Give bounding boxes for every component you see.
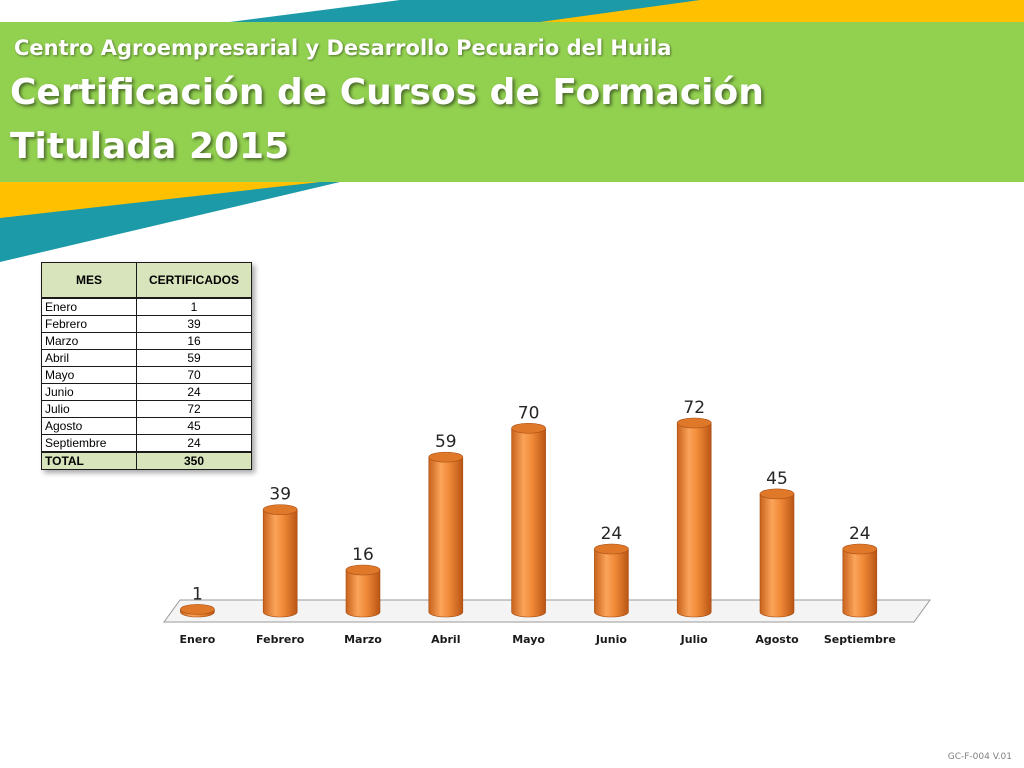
banner-green-band [0,22,1024,182]
bar-top [842,543,878,555]
table-row: Agosto 45 [41,417,252,435]
certificates-chart: 1 Enero 39 Febrero 16 Marzo 59 Abril 70 Mayo 24 Jun… [163,398,931,646]
total-value: 350 [136,451,252,470]
cell-month: Agosto [41,417,137,435]
total-label: TOTAL [41,451,137,470]
bar-junio [594,543,629,618]
table-header-row: MES CERTIFICADOS [41,262,252,299]
column-header-certificados: CERTIFICADOS [136,262,252,299]
bar-top [511,422,546,434]
cell-month: Enero [41,297,137,316]
bar-febrero [262,504,298,618]
data-label: 59 [435,432,457,452]
table-row: Junio 24 [41,383,252,401]
data-label: 70 [518,403,540,423]
table-total-row: TOTAL 350 [41,451,252,470]
table-row: Marzo 16 [41,332,252,350]
table-row: Julio 72 [41,400,252,418]
bar-body [676,422,712,618]
category-label: Marzo [344,633,382,646]
bar-julio [676,417,712,618]
category-label: Julio [680,633,708,646]
cell-month: Mayo [41,366,137,384]
column-header-mes: MES [41,262,137,299]
bar-abril [428,451,464,618]
cell-month: Julio [41,400,137,418]
data-label: 24 [849,524,871,544]
bar-body [511,427,546,618]
table-row: Abril 59 [41,349,252,367]
org-name: Centro Agroempresarial y Desarrollo Pecu… [14,36,672,60]
header-banner [0,0,1024,262]
bar-top [676,417,712,429]
cell-count: 1 [136,297,252,316]
cell-month: Septiembre [41,434,137,453]
bar-body [262,509,298,618]
data-label: 72 [683,398,705,418]
bar-body [428,456,464,618]
cell-month: Junio [41,383,137,401]
bar-septiembre [842,543,878,618]
table-row: Septiembre 24 [41,434,252,453]
banner-yellow-stripe-top [540,0,1024,22]
cell-count: 72 [136,400,252,418]
bar-top [428,451,464,463]
slide-title-line-2: Titulada 2015 [10,126,290,167]
table-row: Enero 1 [41,297,252,316]
cell-month: Marzo [41,332,137,350]
table-row: Febrero 39 [41,315,252,333]
bar-top [759,488,795,500]
category-label: Enero [180,633,216,646]
bar-top [180,604,215,615]
footer-code: GC-F-004 V.01 [947,752,1012,762]
bar-marzo [345,564,381,618]
cell-month: Febrero [41,315,137,333]
bar-body [759,493,795,618]
bar-body [345,569,381,618]
bars-layer [180,417,878,618]
cell-count: 16 [136,332,252,350]
cell-count: 45 [136,417,252,435]
cell-count: 39 [136,315,252,333]
labels-layer: 1 Enero 39 Febrero 16 Marzo 59 Abril 70 Mayo 24 Jun… [180,398,896,646]
category-label: Abril [431,633,460,646]
data-label: 45 [766,469,788,489]
bar-mayo [511,422,546,618]
slide-title-line-1: Certificación de Cursos de Formación [10,72,764,113]
bar-top [594,543,629,555]
banner-yellow-stripe-bottom [0,182,320,218]
data-label: 24 [601,524,623,544]
bar-top [262,504,298,515]
bar-agosto [759,488,795,618]
data-label: 16 [352,545,374,565]
bar-body [842,548,878,618]
bar-body [594,548,629,618]
cell-month: Abril [41,349,137,367]
bar-enero [180,604,215,618]
data-label: 1 [192,584,203,604]
category-label: Junio [595,633,628,646]
slide-title: Certificación de Cursos de Formación Tit… [10,66,764,174]
category-label: Septiembre [824,633,896,646]
certificates-table: MES CERTIFICADOS Enero 1 Febrero 39 Marzo 1… [41,262,252,470]
data-label: 39 [269,485,291,505]
table-row: Mayo 70 [41,366,252,384]
category-label: Agosto [755,633,799,646]
bar-top [345,564,381,576]
category-label: Febrero [256,633,305,646]
category-label: Mayo [512,633,545,646]
